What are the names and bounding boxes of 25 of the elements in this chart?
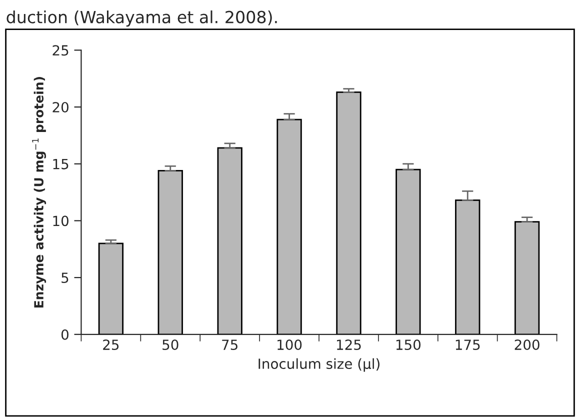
y-axis-title: Enzyme activity (U mg$^{−1}$ protein) (32, 77, 46, 308)
y-tick-label: 25 (52, 45, 68, 56)
bar (336, 92, 362, 334)
bar (396, 168, 421, 334)
y-tick-label: 20 (52, 102, 68, 112)
y-tick-label: 15 (53, 159, 68, 170)
x-axis-title: Inoculum size (µl) (258, 358, 380, 372)
bar (514, 221, 540, 334)
y-tick-label: 10 (53, 216, 68, 226)
x-tick-label: 175 (456, 340, 480, 350)
x-tick-label: 100 (278, 340, 302, 350)
y-tick-label: 0 (61, 329, 68, 340)
x-tick-label: 125 (336, 340, 361, 350)
bar (455, 200, 480, 334)
y-tick-label: 5 (62, 272, 68, 284)
x-tick-label: 150 (396, 340, 421, 350)
bar (98, 242, 124, 334)
x-tick-label: 50 (162, 340, 178, 350)
bar (276, 118, 302, 334)
bar (217, 147, 242, 334)
x-tick-label: 200 (514, 340, 540, 350)
text: duction (Wakayama et al. 2008). (6, 10, 277, 27)
bar (158, 170, 183, 334)
x-tick-label: 25 (103, 340, 119, 350)
x-tick-label: 75 (222, 340, 238, 350)
